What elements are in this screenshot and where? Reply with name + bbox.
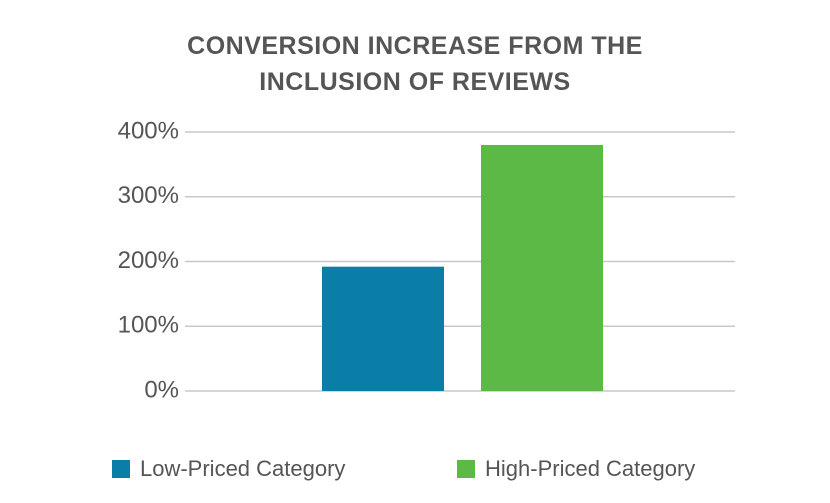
y-tick-label: 400% (118, 117, 179, 144)
legend-label: Low-Priced Category (140, 456, 345, 481)
y-tick-label: 300% (118, 182, 179, 209)
y-tick-label: 200% (118, 247, 179, 274)
legend-swatch (112, 460, 130, 478)
y-tick-label: 0% (144, 376, 179, 403)
legend-label: High-Priced Category (485, 456, 695, 481)
y-tick-label: 100% (118, 312, 179, 339)
chart-title: CONVERSION INCREASE FROM THE INCLUSION O… (187, 32, 643, 96)
bar (322, 266, 444, 391)
bar (481, 144, 603, 391)
legend-swatch (457, 460, 475, 478)
